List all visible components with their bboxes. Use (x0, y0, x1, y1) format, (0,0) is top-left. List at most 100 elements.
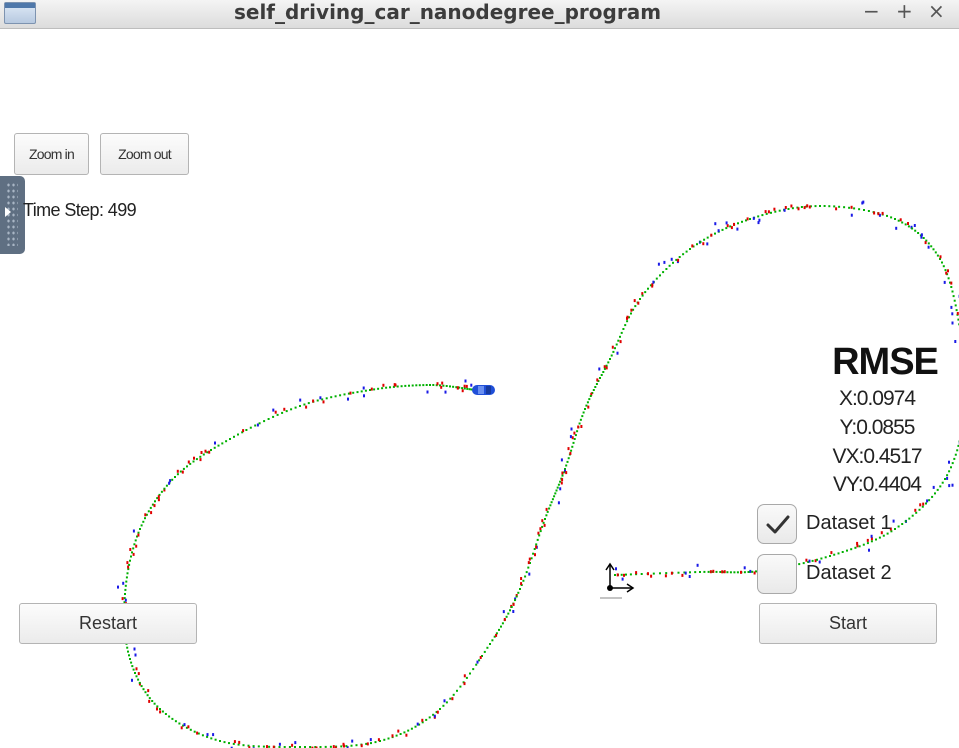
close-button[interactable]: × (928, 0, 945, 23)
estimate-marker (565, 464, 568, 467)
estimate-marker (829, 555, 831, 557)
estimate-marker (134, 539, 137, 542)
estimate-marker (524, 575, 527, 578)
estimate-marker (655, 277, 658, 280)
estimate-marker (757, 215, 760, 218)
radar-marker (363, 394, 365, 398)
radar-marker (346, 746, 349, 748)
radar-marker (684, 571, 687, 575)
lidar-marker (730, 226, 733, 230)
estimate-marker (470, 388, 473, 391)
maximize-button[interactable]: + (896, 0, 913, 23)
estimate-marker (553, 495, 556, 498)
estimate-marker (536, 538, 539, 541)
estimate-marker (901, 523, 904, 525)
estimate-marker (136, 535, 138, 538)
estimate-marker (626, 320, 629, 323)
estimate-marker (949, 281, 951, 284)
estimate-marker (425, 718, 428, 721)
estimate-marker (288, 746, 291, 748)
dataset-2-label[interactable]: Dataset 2 (806, 562, 892, 584)
estimate-marker (683, 571, 686, 574)
estimate-marker (281, 411, 284, 414)
estimate-marker (743, 571, 746, 574)
estimate-marker (585, 404, 588, 407)
radar-marker (559, 487, 562, 491)
lidar-marker (881, 211, 884, 215)
radar-marker (124, 598, 127, 602)
radar-marker (122, 581, 125, 585)
estimate-marker (820, 557, 823, 560)
simulator-canvas[interactable]: Zoom in Zoom out Time Step: 499 RMSE X:0… (0, 29, 959, 748)
dataset-1-label[interactable]: Dataset 1 (806, 512, 892, 534)
estimate-marker (620, 331, 623, 334)
estimate-marker (570, 449, 573, 452)
zoom-in-button[interactable]: Zoom in (14, 133, 89, 175)
lidar-marker (712, 569, 715, 573)
rmse-x-value: 0.0974 (856, 387, 916, 410)
estimate-marker (189, 462, 192, 465)
estimate-marker (809, 205, 812, 208)
estimate-marker (142, 520, 145, 523)
estimate-marker (941, 481, 944, 484)
estimate-marker (941, 261, 943, 264)
estimate-marker (350, 744, 353, 747)
estimate-marker (428, 716, 431, 719)
radar-marker (913, 224, 916, 227)
lidar-marker (710, 233, 713, 237)
lidar-marker (637, 301, 640, 305)
estimate-marker (546, 510, 549, 513)
start-button[interactable]: Start (759, 603, 937, 644)
lidar-marker (233, 740, 236, 744)
estimate-marker (925, 239, 928, 242)
estimate-marker (278, 746, 281, 748)
estimate-marker (867, 210, 870, 212)
estimate-marker (340, 745, 343, 748)
estimate-marker (439, 384, 441, 387)
lidar-marker (397, 729, 400, 733)
estimate-marker (807, 561, 810, 563)
estimate-marker (605, 364, 608, 367)
estimate-marker (589, 395, 592, 397)
estimate-marker (811, 559, 814, 562)
lidar-marker (561, 478, 564, 482)
lidar-marker (753, 571, 756, 575)
restart-button[interactable]: Restart (19, 603, 197, 644)
lidar-marker (681, 573, 684, 577)
estimate-marker (229, 438, 231, 440)
estimate-marker (774, 210, 777, 213)
estimate-marker (290, 408, 293, 411)
lidar-marker (163, 488, 166, 492)
estimate-marker (614, 574, 616, 576)
estimate-marker (299, 746, 301, 748)
lidar-marker (193, 456, 195, 460)
estimate-marker (156, 497, 159, 500)
estimate-marker (901, 221, 904, 224)
estimate-marker (174, 720, 177, 723)
dataset-2-checkbox[interactable] (757, 554, 797, 594)
radar-marker (946, 476, 949, 480)
estimate-marker (915, 511, 918, 514)
dataset-1-checkbox[interactable] (757, 504, 797, 544)
estimate-marker (202, 453, 205, 456)
estimate-marker (603, 367, 606, 370)
lidar-marker (808, 205, 811, 209)
estimate-marker (182, 724, 185, 727)
estimate-marker (564, 468, 566, 470)
minimize-button[interactable]: − (863, 0, 880, 23)
estimate-marker (449, 385, 451, 388)
estimate-marker (545, 514, 548, 517)
estimate-marker (140, 685, 143, 688)
lidar-marker (889, 527, 892, 531)
lidar-marker (159, 710, 162, 714)
estimate-marker (379, 740, 381, 742)
estimate-marker (908, 517, 911, 520)
estimate-marker (233, 435, 235, 438)
zoom-out-button[interactable]: Zoom out (100, 133, 189, 175)
estimate-marker (339, 394, 342, 397)
estimate-marker (714, 232, 716, 235)
estimate-marker (649, 284, 652, 287)
lidar-marker (137, 533, 140, 537)
side-panel-toggle[interactable] (0, 176, 25, 254)
estimate-marker (927, 242, 930, 245)
